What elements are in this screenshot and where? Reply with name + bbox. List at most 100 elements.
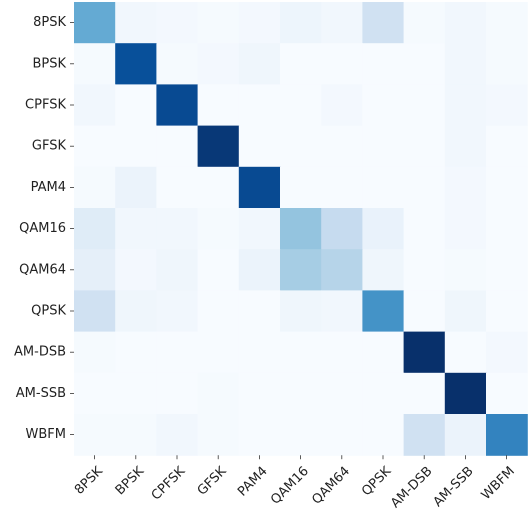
x-tick-label: QAM64 (309, 464, 353, 508)
heatmap-cell-wbfm-am-dsb (403, 414, 446, 456)
heatmap-cell-8psk-gfsk (197, 2, 240, 44)
y-tick-label: AM-DSB (14, 345, 66, 360)
heatmap-cell-cpfsk-pam4 (238, 84, 281, 127)
heatmap-cell-qpsk-qam16 (280, 290, 322, 333)
heatmap-cell-8psk-wbfm (486, 2, 528, 44)
heatmap-cell-qam16-am-dsb (403, 208, 446, 250)
heatmap-cell-qam64-8psk (74, 249, 116, 291)
heatmap-cell-qam64-qam16 (280, 249, 322, 291)
heatmap-cell-8psk-bpsk (115, 2, 157, 44)
heatmap-cell-8psk-qam64 (321, 2, 363, 44)
heatmap-cell-qpsk-cpfsk (156, 290, 199, 333)
heatmap-cell-cpfsk-qpsk (362, 84, 405, 127)
heatmap-cell-bpsk-qam64 (321, 43, 363, 85)
heatmap-cell-gfsk-wbfm (486, 125, 528, 168)
x-tick-label: AM-DSB (388, 464, 435, 511)
heatmap-cell-am-ssb-bpsk (115, 372, 157, 415)
y-tick-label: CPFSK (25, 98, 66, 113)
heatmap-cell-am-ssb-pam4 (238, 372, 281, 415)
heatmap-cell-wbfm-pam4 (238, 414, 281, 456)
heatmap-cell-am-ssb-8psk (74, 372, 116, 415)
heatmap-cell-bpsk-am-dsb (403, 43, 446, 85)
heatmap-cell-am-ssb-am-ssb (444, 372, 487, 415)
y-tick-label: QAM16 (19, 221, 66, 236)
heatmap-cell-pam4-cpfsk (156, 166, 199, 209)
heatmap-cell-cpfsk-wbfm (486, 84, 528, 127)
heatmap-cell-bpsk-qpsk (362, 43, 405, 85)
heatmap-cell-qam16-pam4 (238, 208, 281, 250)
heatmap-cell-qam64-pam4 (238, 249, 281, 291)
heatmap-cell-am-dsb-qam64 (321, 331, 363, 374)
heatmap-cell-am-dsb-qam16 (280, 331, 322, 374)
heatmap-cell-wbfm-qam16 (280, 414, 322, 456)
heatmap-cell-wbfm-qam64 (321, 414, 363, 456)
heatmap-cell-gfsk-bpsk (115, 125, 157, 168)
heatmap-cell-bpsk-pam4 (238, 43, 281, 85)
y-tick-label: GFSK (32, 139, 67, 154)
heatmap-cell-gfsk-qpsk (362, 125, 405, 168)
heatmap-cell-pam4-pam4 (238, 166, 281, 209)
heatmap-cell-gfsk-qam64 (321, 125, 363, 168)
heatmap-cell-pam4-qam16 (280, 166, 322, 209)
y-tick-labels: 8PSK BPSK CPFSK GFSK PAM4 QAM16 QAM64 QPSK AM-DS… (14, 15, 74, 442)
x-tick-label: GFSK (195, 464, 230, 499)
x-tick-label: PAM4 (235, 464, 271, 500)
heatmap-cell-bpsk-qam16 (280, 43, 322, 85)
heatmap-cell-8psk-am-dsb (403, 2, 446, 44)
heatmap-cell-cpfsk-8psk (74, 84, 116, 127)
heatmap-cells (74, 2, 528, 456)
heatmap-cell-pam4-gfsk (197, 166, 240, 209)
heatmap-cell-8psk-am-ssb (444, 2, 487, 44)
heatmap-cell-qam64-am-dsb (403, 249, 446, 291)
heatmap-cell-am-dsb-wbfm (486, 331, 528, 374)
heatmap-cell-pam4-bpsk (115, 166, 157, 209)
heatmap-cell-qam16-gfsk (197, 208, 240, 250)
x-tick-label: 8PSK (72, 464, 106, 498)
heatmap-cell-qam16-qam16 (280, 208, 322, 250)
y-tick-label: AM-SSB (16, 386, 66, 401)
heatmap-cell-bpsk-wbfm (486, 43, 528, 85)
heatmap-cell-gfsk-8psk (74, 125, 116, 168)
heatmap-cell-wbfm-gfsk (197, 414, 240, 456)
heatmap-cell-gfsk-am-ssb (444, 125, 487, 168)
heatmap-cell-gfsk-gfsk (197, 125, 240, 168)
heatmap-cell-cpfsk-bpsk (115, 84, 157, 127)
heatmap-cell-pam4-am-ssb (444, 166, 487, 209)
heatmap-cell-qam64-bpsk (115, 249, 157, 291)
heatmap-cell-qpsk-pam4 (238, 290, 281, 333)
heatmap-cell-8psk-pam4 (238, 2, 281, 44)
heatmap-cell-bpsk-8psk (74, 43, 116, 85)
heatmap-cell-bpsk-am-ssb (444, 43, 487, 85)
heatmap-cell-qam64-cpfsk (156, 249, 199, 291)
heatmap-cell-bpsk-cpfsk (156, 43, 199, 85)
heatmap-cell-qam16-8psk (74, 208, 116, 250)
heatmap-cell-bpsk-bpsk (115, 43, 157, 85)
heatmap-cell-wbfm-8psk (74, 414, 116, 456)
heatmap-cell-am-ssb-qam64 (321, 372, 363, 415)
heatmap-cell-cpfsk-cpfsk (156, 84, 199, 127)
heatmap-cell-wbfm-wbfm (486, 414, 528, 456)
heatmap-cell-cpfsk-am-dsb (403, 84, 446, 127)
heatmap-cell-am-dsb-qpsk (362, 331, 405, 374)
heatmap-cell-qpsk-am-ssb (444, 290, 487, 333)
heatmap-cell-pam4-am-dsb (403, 166, 446, 209)
x-tick-label: QPSK (359, 464, 395, 500)
y-tick-label: WBFM (26, 427, 66, 442)
heatmap-cell-gfsk-cpfsk (156, 125, 199, 168)
heatmap-cell-qam16-qam64 (321, 208, 363, 250)
heatmap-cell-wbfm-bpsk (115, 414, 157, 456)
heatmap-cell-pam4-qam64 (321, 166, 363, 209)
heatmap-cell-am-dsb-cpfsk (156, 331, 199, 374)
y-tick-label: QAM64 (19, 262, 66, 277)
y-tick-label: BPSK (32, 56, 66, 71)
heatmap-cell-gfsk-qam16 (280, 125, 322, 168)
heatmap-cell-pam4-wbfm (486, 166, 528, 209)
x-tick-label: AM-SSB (431, 464, 477, 510)
heatmap-cell-wbfm-cpfsk (156, 414, 199, 456)
x-tick-label: WBFM (479, 464, 518, 503)
heatmap-cell-am-dsb-gfsk (197, 331, 240, 374)
y-tick-label: QPSK (31, 304, 66, 319)
heatmap-cell-qpsk-gfsk (197, 290, 240, 333)
